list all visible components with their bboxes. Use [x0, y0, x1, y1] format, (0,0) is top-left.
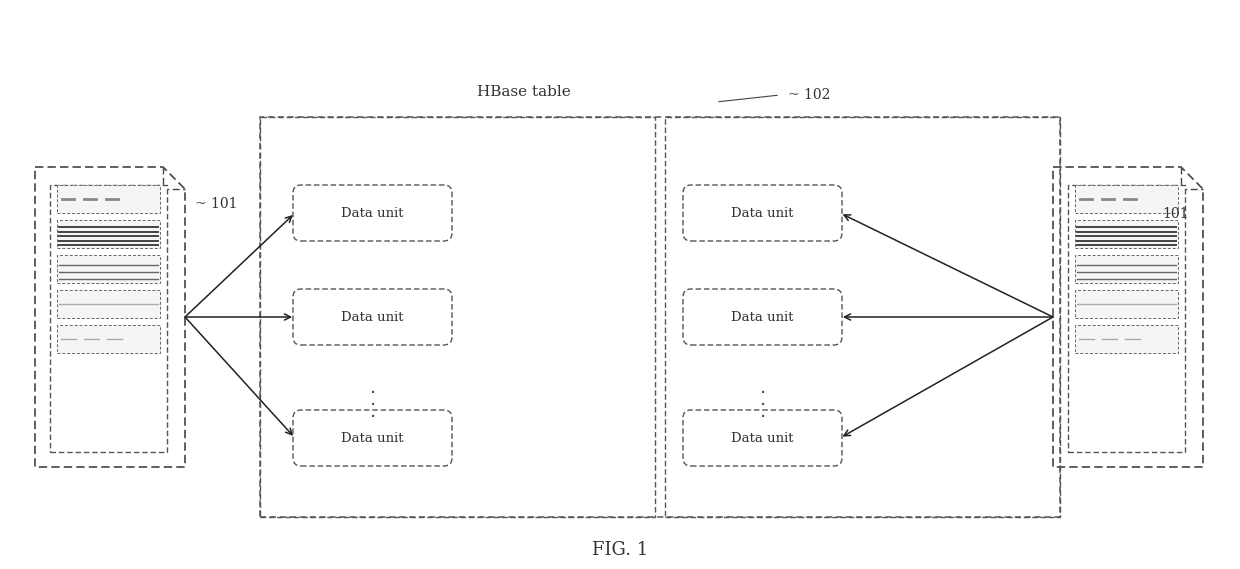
Text: ·: ·: [759, 408, 765, 427]
Text: ·: ·: [370, 396, 376, 415]
FancyBboxPatch shape: [293, 289, 453, 345]
Text: ~ 102: ~ 102: [787, 88, 831, 102]
Text: ·: ·: [370, 408, 376, 427]
Text: ·: ·: [759, 396, 765, 415]
FancyBboxPatch shape: [1075, 185, 1178, 213]
Text: ·: ·: [370, 384, 376, 403]
Text: Data unit: Data unit: [732, 207, 794, 220]
FancyBboxPatch shape: [1075, 290, 1178, 318]
Text: HBase table: HBase table: [477, 85, 570, 99]
FancyBboxPatch shape: [1075, 325, 1178, 353]
FancyBboxPatch shape: [57, 290, 160, 318]
Text: Data unit: Data unit: [732, 311, 794, 324]
FancyBboxPatch shape: [683, 289, 842, 345]
Text: ~ 101: ~ 101: [195, 197, 238, 211]
FancyBboxPatch shape: [57, 185, 160, 213]
FancyBboxPatch shape: [293, 410, 453, 466]
FancyBboxPatch shape: [1068, 185, 1185, 452]
Text: ·: ·: [759, 384, 765, 403]
Text: Data unit: Data unit: [341, 431, 404, 444]
FancyBboxPatch shape: [57, 255, 160, 283]
FancyBboxPatch shape: [57, 325, 160, 353]
Text: Data unit: Data unit: [732, 431, 794, 444]
FancyBboxPatch shape: [683, 410, 842, 466]
FancyBboxPatch shape: [293, 185, 453, 241]
Text: FIG. 1: FIG. 1: [591, 541, 649, 559]
FancyBboxPatch shape: [1075, 220, 1178, 248]
Text: Data unit: Data unit: [341, 311, 404, 324]
FancyBboxPatch shape: [50, 185, 167, 452]
FancyBboxPatch shape: [683, 185, 842, 241]
FancyBboxPatch shape: [1075, 255, 1178, 283]
FancyBboxPatch shape: [57, 220, 160, 248]
Text: 101: 101: [1162, 207, 1188, 221]
Text: Data unit: Data unit: [341, 207, 404, 220]
